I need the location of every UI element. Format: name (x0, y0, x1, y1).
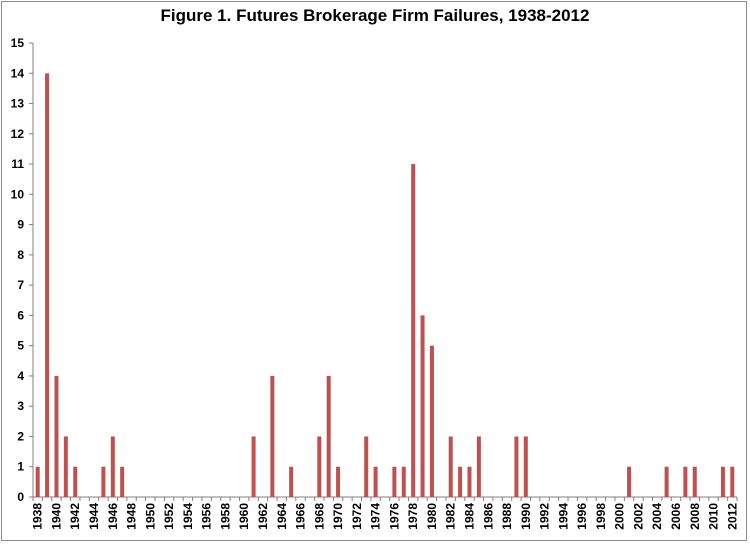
x-tick-label: 1988 (500, 503, 514, 530)
x-tick-label: 1944 (87, 503, 101, 530)
x-tick-label: 1952 (162, 503, 176, 530)
x-tick-label: 1994 (556, 503, 570, 530)
x-tick-label: 1954 (181, 503, 195, 530)
bar (476, 436, 481, 497)
bar (420, 315, 425, 497)
x-tick-label: 1986 (481, 503, 495, 530)
bar (692, 466, 697, 497)
y-tick-label: 4 (17, 369, 24, 383)
x-tick-label: 1942 (68, 503, 82, 530)
y-tick-label: 5 (17, 339, 24, 353)
x-tick-label: 2008 (688, 503, 702, 530)
bar (54, 375, 59, 497)
bar (720, 466, 725, 497)
x-tick-label: 1958 (218, 503, 232, 530)
y-tick-label: 15 (11, 36, 25, 50)
bar (336, 466, 341, 497)
x-tick-label: 1946 (106, 503, 120, 530)
bar (326, 375, 331, 497)
x-tick-labels: 1938 1940 1942 1944 1946 1948 1950 1952 1954 1956… (31, 503, 740, 530)
x-tick-label: 1940 (49, 503, 63, 530)
bar (251, 436, 256, 497)
y-tick-label: 9 (17, 218, 24, 232)
bar (120, 466, 125, 497)
bar (448, 436, 453, 497)
x-tick-label: 2010 (707, 503, 721, 530)
x-tick-label: 1972 (350, 503, 364, 530)
bar (401, 466, 406, 497)
bar (730, 466, 735, 497)
y-tick-label: 3 (17, 399, 24, 413)
bar (627, 466, 632, 497)
x-tick-label: 1962 (256, 503, 270, 530)
bar (392, 466, 397, 497)
x-tick-label: 2002 (631, 503, 645, 530)
y-tick-label: 12 (11, 127, 25, 141)
x-tick-label: 2000 (613, 503, 627, 530)
bar (289, 466, 294, 497)
bar (373, 466, 378, 497)
y-tick-label: 6 (17, 308, 24, 322)
x-tick-label: 1974 (369, 503, 383, 530)
x-tick-label: 1990 (519, 503, 533, 530)
x-tick-label: 1998 (594, 503, 608, 530)
x-tick-label: 1996 (575, 503, 589, 530)
y-tick-label: 1 (17, 460, 24, 474)
x-tick-label: 1956 (200, 503, 214, 530)
y-tick-label: 8 (17, 248, 24, 262)
y-tick-label: 11 (11, 157, 24, 171)
bar (514, 436, 519, 497)
bar (110, 436, 115, 497)
x-tick-label: 1978 (406, 503, 420, 530)
axes (29, 42, 738, 501)
x-tick-label: 1948 (125, 503, 139, 530)
bar (317, 436, 322, 497)
x-tick-label: 1964 (275, 503, 289, 530)
bar (467, 466, 472, 497)
bar (270, 375, 275, 497)
x-tick-label: 1966 (294, 503, 308, 530)
bar (683, 466, 688, 497)
bar (45, 73, 50, 498)
bar (523, 436, 528, 497)
x-tick-label: 1992 (538, 503, 552, 530)
x-tick-label: 1950 (143, 503, 157, 530)
bar (35, 466, 40, 497)
x-tick-label: 1984 (462, 503, 476, 530)
y-tick-label: 7 (17, 278, 24, 292)
bar (664, 466, 669, 497)
bar (411, 164, 416, 497)
bars (35, 73, 735, 498)
y-tick-label: 2 (17, 429, 24, 443)
bar (458, 466, 463, 497)
bar (73, 466, 78, 497)
x-tick-label: 1976 (387, 503, 401, 530)
x-tick-label: 1960 (237, 503, 251, 530)
x-tick-label: 1938 (31, 503, 45, 530)
x-tick-label: 2004 (650, 503, 664, 530)
y-tick-label: 14 (11, 66, 25, 80)
x-tick-label: 1968 (312, 503, 326, 530)
x-tick-label: 2012 (725, 503, 739, 530)
y-tick-label: 0 (17, 490, 24, 504)
x-tick-label: 1980 (425, 503, 439, 530)
chart-title: Figure 1. Futures Brokerage Firm Failure… (160, 6, 590, 25)
bar (429, 345, 434, 497)
y-tick-label: 10 (11, 187, 25, 201)
bar (63, 436, 68, 497)
x-tick-label: 1982 (444, 503, 458, 530)
x-tick-label: 2006 (669, 503, 683, 530)
bar (364, 436, 369, 497)
bar (101, 466, 106, 497)
x-tick-label: 1970 (331, 503, 345, 530)
y-tick-label: 13 (11, 97, 25, 111)
